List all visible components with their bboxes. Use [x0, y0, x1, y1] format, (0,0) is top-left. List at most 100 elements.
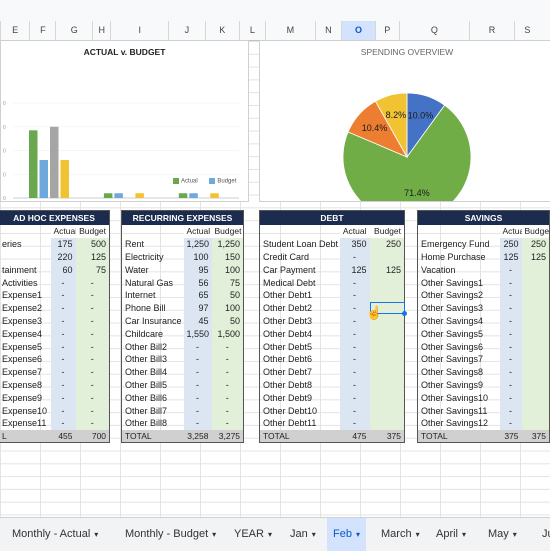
row-label[interactable]: Childcare	[125, 328, 164, 339]
row-label[interactable]: Other Debt7	[263, 367, 313, 378]
budget-cell[interactable]	[521, 301, 550, 315]
budget-cell[interactable]	[369, 276, 405, 289]
actual-cell[interactable]: -	[50, 288, 76, 302]
budget-cell[interactable]: -	[211, 365, 244, 379]
column-header-e[interactable]: E	[0, 21, 29, 40]
row-label[interactable]: Other Bill2	[125, 341, 168, 352]
budget-cell[interactable]: -	[75, 365, 110, 379]
row-label[interactable]: Expense11	[2, 418, 47, 429]
actual-cell[interactable]: -	[339, 314, 370, 328]
budget-cell[interactable]: 1,250	[211, 237, 244, 251]
bar-chart-card[interactable]: ACTUAL v. BUDGET 00000Income Actual Budg…	[0, 40, 249, 202]
budget-cell[interactable]	[521, 340, 550, 353]
actual-cell[interactable]: 95	[183, 263, 212, 277]
actual-cell[interactable]: -	[499, 340, 522, 353]
bar-series3-2[interactable]	[210, 193, 219, 198]
sheet-tab-may[interactable]: May ▾	[482, 518, 523, 551]
budget-cell[interactable]: 125	[521, 250, 550, 264]
budget-cell[interactable]: 75	[211, 276, 244, 289]
budget-cell[interactable]	[521, 391, 550, 405]
actual-cell[interactable]: 100	[183, 250, 212, 264]
budget-cell[interactable]	[369, 314, 405, 328]
budget-cell[interactable]	[521, 404, 550, 417]
budget-cell[interactable]: -	[75, 352, 110, 366]
budget-cell[interactable]	[369, 340, 405, 353]
actual-cell[interactable]: -	[499, 404, 522, 417]
row-label[interactable]: Other Savings11	[421, 405, 488, 416]
budget-cell[interactable]: -	[211, 404, 244, 417]
row-label[interactable]: Rent	[125, 239, 145, 250]
row-label[interactable]: Expense10	[2, 405, 48, 416]
chevron-down-icon[interactable]: ▾	[267, 530, 272, 539]
actual-cell[interactable]: -	[499, 314, 522, 328]
budget-cell[interactable]: -	[75, 391, 110, 405]
actual-cell[interactable]: -	[183, 378, 212, 392]
actual-cell[interactable]: -	[50, 365, 76, 379]
column-header-f[interactable]: F	[29, 21, 55, 40]
actual-cell[interactable]: -	[499, 416, 522, 430]
budget-cell[interactable]	[369, 391, 405, 405]
row-label[interactable]: Other Debt8	[263, 379, 313, 390]
actual-cell[interactable]: -	[339, 365, 370, 379]
chevron-down-icon[interactable]: ▾	[212, 530, 217, 539]
actual-cell[interactable]: 350	[339, 237, 370, 251]
row-label[interactable]: Other Bill7	[125, 405, 168, 416]
actual-cell[interactable]: 65	[183, 288, 212, 302]
sheet-tab-monthly-budget[interactable]: Monthly - Budget ▾	[119, 518, 222, 551]
budget-cell[interactable]	[369, 250, 405, 264]
row-label[interactable]: Car Payment	[263, 264, 316, 275]
column-header-g[interactable]: G	[55, 21, 92, 40]
actual-cell[interactable]: -	[499, 352, 522, 366]
row-label[interactable]: Other Bill4	[125, 367, 168, 378]
budget-cell[interactable]: -	[75, 276, 110, 289]
bar-actual-2[interactable]	[178, 193, 188, 198]
actual-cell[interactable]: -	[499, 365, 522, 379]
budget-cell[interactable]	[521, 378, 550, 392]
actual-cell[interactable]: 56	[183, 276, 212, 289]
row-label[interactable]: Expense2	[2, 303, 43, 314]
row-label[interactable]: Credit Card	[263, 251, 310, 262]
actual-cell[interactable]: -	[50, 340, 76, 353]
budget-cell[interactable]	[521, 314, 550, 328]
column-header-q[interactable]: Q	[398, 21, 470, 40]
budget-cell[interactable]	[521, 276, 550, 289]
actual-cell[interactable]: -	[50, 404, 76, 417]
row-label[interactable]: Other Bill5	[125, 379, 168, 390]
budget-cell[interactable]	[521, 288, 550, 302]
actual-cell[interactable]: -	[499, 263, 522, 277]
budget-cell[interactable]: -	[75, 378, 110, 392]
chevron-down-icon[interactable]: ▾	[512, 530, 517, 539]
actual-cell[interactable]: -	[183, 365, 212, 379]
row-label[interactable]: Water	[125, 264, 149, 275]
actual-cell[interactable]: -	[339, 416, 370, 430]
row-label[interactable]: Other Savings6	[421, 341, 484, 352]
row-label[interactable]: Expense3	[2, 315, 43, 326]
sheet-tab-ju[interactable]: Ju	[536, 518, 550, 551]
actual-cell[interactable]: -	[50, 327, 76, 341]
bar-actual-1[interactable]	[103, 193, 113, 198]
actual-cell[interactable]: -	[339, 327, 370, 341]
column-header-l[interactable]: L	[238, 21, 265, 40]
actual-cell[interactable]: 60	[50, 263, 76, 277]
actual-cell[interactable]: -	[499, 301, 522, 315]
column-header-h[interactable]: H	[92, 21, 110, 40]
budget-cell[interactable]	[369, 288, 405, 302]
row-label[interactable]: Medical Debt	[263, 277, 316, 288]
row-label[interactable]: Other Savings12	[421, 418, 489, 429]
budget-cell[interactable]: -	[75, 314, 110, 328]
actual-cell[interactable]: 97	[183, 301, 212, 315]
budget-cell[interactable]: -	[211, 340, 244, 353]
total-label[interactable]: L	[0, 429, 51, 443]
sheet-tab-year[interactable]: YEAR ▾	[228, 518, 278, 551]
total-actual[interactable]: 455	[50, 429, 76, 443]
budget-cell[interactable]: 50	[211, 314, 244, 328]
budget-cell[interactable]: -	[75, 340, 110, 353]
actual-cell[interactable]: 175	[50, 237, 76, 251]
budget-cell[interactable]: 100	[211, 301, 244, 315]
actual-cell[interactable]: -	[183, 340, 212, 353]
actual-cell[interactable]: -	[50, 301, 76, 315]
actual-cell[interactable]: -	[339, 276, 370, 289]
column-header-r[interactable]: R	[469, 21, 514, 40]
sheet-tab-monthly-actual[interactable]: Monthly - Actual ▾	[6, 518, 104, 551]
selected-cell-outline[interactable]	[370, 302, 405, 314]
